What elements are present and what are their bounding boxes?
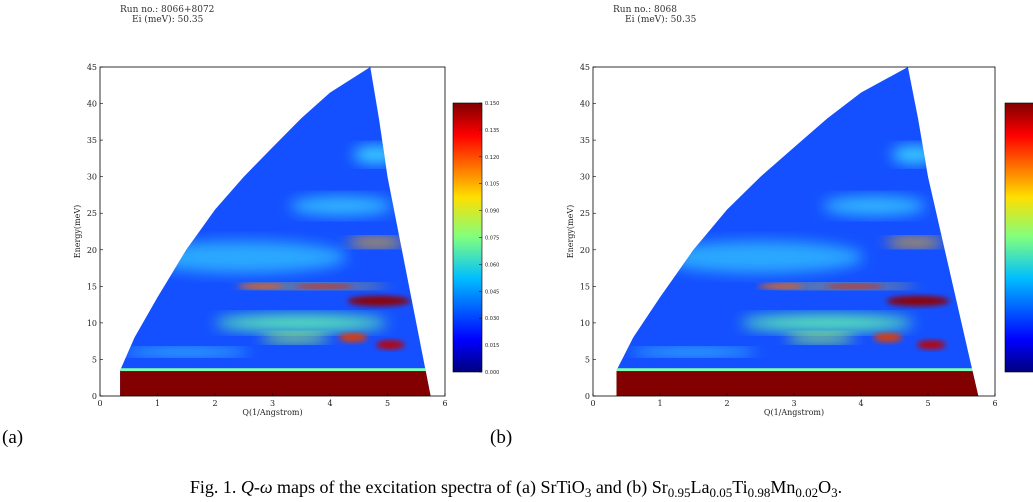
y-tick-label: 20 bbox=[87, 246, 97, 255]
caption-part: Q bbox=[241, 477, 254, 497]
y-tick-label: 5 bbox=[585, 355, 590, 364]
intensity-map bbox=[616, 67, 979, 396]
caption-part: Ti bbox=[732, 477, 747, 497]
panel-label: (a) bbox=[2, 427, 23, 448]
x-tick-label: 1 bbox=[657, 399, 662, 408]
panel-label: (b) bbox=[490, 427, 512, 448]
y-tick-label: 0 bbox=[92, 392, 97, 401]
caption-part: 0.02 bbox=[795, 485, 818, 500]
caption-part: Mn bbox=[770, 477, 795, 497]
y-tick-label: 40 bbox=[87, 100, 97, 109]
intensity-map bbox=[120, 67, 431, 396]
x-tick-label: 5 bbox=[385, 399, 390, 408]
run-header: Run no.: 8066+8072 bbox=[120, 5, 214, 15]
colorbar-tick-label: 0.030 bbox=[485, 316, 499, 322]
y-tick-label: 15 bbox=[580, 282, 590, 291]
x-tick-label: 5 bbox=[925, 399, 930, 408]
x-axis-label: Q(1/Angstrom) bbox=[242, 408, 302, 417]
y-tick-label: 10 bbox=[87, 319, 97, 328]
colorbar-tick-label: 0.120 bbox=[485, 155, 499, 161]
x-tick-label: 0 bbox=[97, 399, 102, 408]
caption-part: 0.05 bbox=[710, 485, 733, 500]
x-tick-label: 2 bbox=[212, 399, 217, 408]
caption-part: 3 bbox=[831, 485, 838, 500]
y-tick-label: 25 bbox=[87, 209, 97, 218]
colorbar bbox=[1004, 102, 1033, 373]
x-axis-label: Q(1/Angstrom) bbox=[764, 408, 824, 417]
caption-part: maps of the excitation spectra of (a) Sr… bbox=[273, 477, 585, 498]
caption-part: 0.98 bbox=[748, 485, 771, 500]
x-tick-label: 2 bbox=[724, 399, 729, 408]
caption-part: . bbox=[838, 477, 843, 497]
colorbar-tick-label: 0.000 bbox=[485, 370, 499, 376]
y-tick-label: 35 bbox=[87, 136, 97, 145]
y-tick-label: 15 bbox=[87, 282, 97, 291]
x-tick-label: 6 bbox=[992, 399, 997, 408]
caption: Fig. 1. Q-ω maps of the excitation spect… bbox=[190, 477, 842, 500]
colorbar-tick-label: 0.075 bbox=[485, 236, 499, 242]
caption-part: Fig. 1. bbox=[190, 477, 241, 497]
colorbar-tick-label: 0.105 bbox=[485, 182, 499, 188]
colorbar-tick-label: 0.135 bbox=[485, 128, 499, 134]
colorbar-tick-label: 0.150 bbox=[485, 101, 499, 107]
x-tick-label: 6 bbox=[442, 399, 447, 408]
y-tick-label: 35 bbox=[580, 136, 590, 145]
x-tick-label: 1 bbox=[155, 399, 160, 408]
y-tick-label: 45 bbox=[580, 63, 590, 72]
caption-part: - bbox=[254, 477, 260, 497]
y-tick-label: 25 bbox=[580, 209, 590, 218]
caption-part: ω bbox=[260, 477, 273, 497]
y-tick-label: 30 bbox=[580, 173, 590, 182]
y-tick-label: 40 bbox=[580, 100, 590, 109]
colorbar bbox=[452, 102, 483, 373]
caption-part: 3 bbox=[585, 485, 592, 500]
run-header: Run no.: 8068 bbox=[613, 5, 677, 15]
y-tick-label: 5 bbox=[92, 355, 97, 364]
x-tick-label: 0 bbox=[590, 399, 595, 408]
y-axis-label: Energy(meV) bbox=[566, 205, 575, 259]
panel: 0 1 2 3 4 5 6051015202530354045Q(1/Angstrom)En… bbox=[2, 5, 499, 448]
x-tick-label: 3 bbox=[791, 399, 796, 408]
y-axis-label: Energy(meV) bbox=[73, 205, 82, 259]
y-tick-label: 10 bbox=[580, 319, 590, 328]
y-tick-label: 20 bbox=[580, 246, 590, 255]
run-header: Ei (meV): 50.35 bbox=[625, 14, 697, 25]
colorbar-tick-label: 0.090 bbox=[485, 209, 499, 215]
colorbar-tick-label: 0.045 bbox=[485, 289, 499, 295]
x-tick-label: 4 bbox=[327, 399, 332, 408]
y-tick-label: 45 bbox=[87, 63, 97, 72]
x-tick-label: 4 bbox=[858, 399, 863, 408]
y-tick-label: 30 bbox=[87, 173, 97, 182]
panel: 0 1 2 3 4 5 6051015202530354045Q(1/Angstrom)En… bbox=[490, 5, 1033, 448]
caption-part: 0.95 bbox=[668, 485, 691, 500]
colorbar-tick-label: 0.060 bbox=[485, 262, 499, 268]
caption-part: O bbox=[818, 477, 831, 497]
x-tick-label: 3 bbox=[270, 399, 275, 408]
run-header: Ei (meV): 50.35 bbox=[132, 14, 204, 25]
colorbar-tick-label: 0.015 bbox=[485, 343, 499, 349]
caption-part: La bbox=[691, 477, 710, 497]
y-tick-label: 0 bbox=[585, 392, 590, 401]
caption-part: and (b) Sr bbox=[591, 477, 667, 498]
